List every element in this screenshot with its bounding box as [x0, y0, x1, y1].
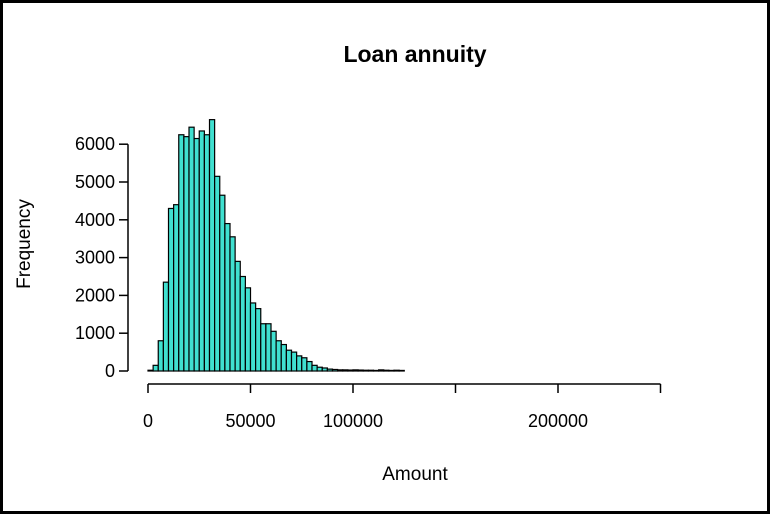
histogram-bar — [224, 222, 231, 372]
y-tick-label: 5000 — [75, 172, 115, 192]
histogram-bar — [280, 343, 287, 372]
histogram-bar — [162, 281, 170, 372]
histogram-bar — [255, 308, 262, 372]
y-axis-label: Frequency — [14, 199, 35, 289]
histogram-bar — [147, 369, 154, 372]
histogram-bar — [285, 349, 293, 372]
histogram-bar — [372, 369, 380, 372]
histogram-bar — [208, 119, 216, 372]
histogram-bar — [362, 369, 369, 372]
histogram-bar — [219, 194, 226, 372]
histogram-bar — [301, 357, 308, 372]
histogram-bar — [229, 236, 236, 372]
histogram-bar — [244, 287, 252, 372]
histogram-bar — [167, 207, 175, 372]
y-axis: 0 1000 2000 3000 4000 5000 6000 — [75, 134, 129, 381]
histogram-bar — [239, 275, 246, 372]
histogram-bar — [311, 364, 318, 372]
histogram-bar — [347, 369, 354, 372]
histogram-bar — [270, 330, 277, 372]
bars-group — [147, 119, 405, 372]
histogram-bar — [193, 137, 200, 372]
histogram-bar — [214, 175, 221, 372]
x-axis-label: Amount — [382, 464, 448, 485]
x-tick-label: 0 — [143, 411, 153, 431]
histogram-bar — [178, 134, 185, 372]
histogram-bar — [316, 366, 323, 372]
histogram-bar — [306, 360, 313, 372]
histogram-bar — [352, 369, 359, 372]
chart-title: Loan annuity — [343, 41, 486, 67]
histogram-bar — [275, 340, 282, 372]
x-tick-label: 100000 — [323, 411, 383, 431]
histogram-bar — [234, 260, 241, 372]
y-tick-label: 2000 — [75, 285, 115, 305]
histogram-bar — [378, 369, 385, 372]
histogram-bar — [326, 368, 334, 372]
y-tick-label: 4000 — [75, 210, 115, 230]
x-axis: 0 50000 100000 200000 — [143, 383, 662, 431]
histogram-bar — [173, 204, 180, 372]
histogram-bar — [152, 364, 159, 372]
y-tick-label: 3000 — [75, 248, 115, 268]
histogram-bar — [290, 351, 298, 372]
x-tick-label: 200000 — [528, 411, 588, 431]
histogram-bar — [260, 323, 267, 372]
histogram-bar — [188, 126, 195, 372]
histogram-bar — [249, 302, 257, 372]
histogram-bar — [337, 369, 344, 372]
y-tick-label: 6000 — [75, 134, 115, 154]
histogram-bar — [203, 134, 211, 372]
x-tick-label: 50000 — [225, 411, 275, 431]
histogram-bar — [367, 369, 375, 372]
histogram-bar — [265, 323, 272, 372]
histogram-bar — [157, 340, 164, 372]
histogram-bar — [198, 130, 205, 372]
histogram-bar — [296, 355, 303, 372]
histogram-bar — [393, 369, 400, 372]
histogram-bar — [183, 136, 190, 372]
histogram-bar — [357, 369, 364, 372]
histogram-bar — [331, 368, 339, 372]
y-tick-label: 0 — [105, 361, 115, 381]
histogram-bar — [398, 369, 405, 372]
histogram-bar — [383, 369, 390, 372]
histogram-bar — [342, 369, 349, 372]
y-tick-label: 1000 — [75, 323, 115, 343]
histogram-bar — [388, 369, 395, 372]
histogram-bar — [321, 367, 328, 372]
